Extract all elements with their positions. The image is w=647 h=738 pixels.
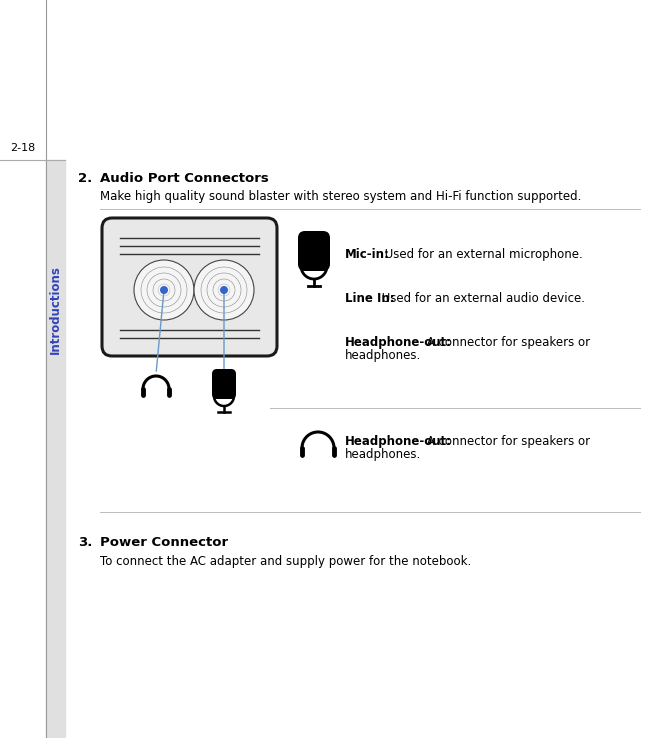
- Text: Headphone-out:: Headphone-out:: [345, 435, 452, 448]
- Text: Audio Port Connectors: Audio Port Connectors: [100, 172, 269, 185]
- Circle shape: [160, 286, 168, 294]
- Text: Used for an external microphone.: Used for an external microphone.: [381, 248, 583, 261]
- Bar: [46, 160, 65, 738]
- Text: Mic-in:: Mic-in:: [345, 248, 390, 261]
- Text: Used for an external audio device.: Used for an external audio device.: [378, 292, 585, 305]
- Text: headphones.: headphones.: [345, 448, 421, 461]
- Text: A connector for speakers or: A connector for speakers or: [423, 435, 590, 448]
- Text: Line In:: Line In:: [345, 292, 395, 305]
- Text: A connector for speakers or: A connector for speakers or: [423, 336, 590, 349]
- Text: 2.: 2.: [78, 172, 93, 185]
- Text: Make high quality sound blaster with stereo system and Hi-Fi function supported.: Make high quality sound blaster with ste…: [100, 190, 582, 203]
- Circle shape: [134, 260, 194, 320]
- FancyBboxPatch shape: [102, 218, 277, 356]
- FancyBboxPatch shape: [212, 369, 236, 399]
- Circle shape: [220, 286, 228, 294]
- FancyBboxPatch shape: [298, 231, 330, 271]
- Text: 2-18: 2-18: [10, 143, 36, 153]
- Text: To connect the AC adapter and supply power for the notebook.: To connect the AC adapter and supply pow…: [100, 555, 471, 568]
- Text: Power Connector: Power Connector: [100, 536, 228, 549]
- Text: Introductions: Introductions: [49, 266, 62, 354]
- Text: 3.: 3.: [78, 536, 93, 549]
- Circle shape: [194, 260, 254, 320]
- Text: headphones.: headphones.: [345, 349, 421, 362]
- Text: Headphone-out:: Headphone-out:: [345, 336, 452, 349]
